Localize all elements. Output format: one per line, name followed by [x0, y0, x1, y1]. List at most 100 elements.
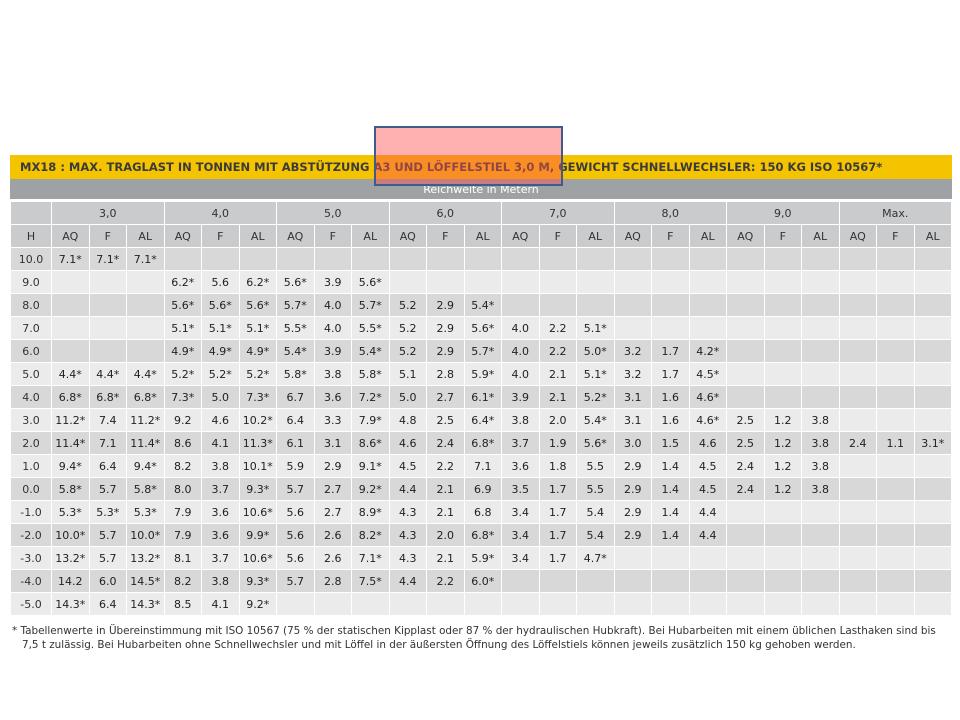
load-cell: 10.0*: [127, 524, 164, 546]
load-cell: 6.8*: [464, 432, 501, 454]
height-cell: 0.0: [11, 478, 51, 500]
load-cell: 10.6*: [239, 501, 276, 523]
load-cell: 1.2: [764, 409, 801, 431]
load-cell: 2.9: [427, 317, 464, 339]
load-cell: 2.5: [427, 409, 464, 431]
load-cell: 14.2: [52, 570, 89, 592]
table-row: 1.0 9.4* 6.4 9.4* 8.2 3.8 10.1* 5.9 2.9 9.1* 4.5 2.…: [11, 455, 951, 477]
load-cell: 1.7: [539, 547, 576, 569]
load-cell: [727, 593, 764, 615]
load-cell: [502, 593, 539, 615]
load-cell: [52, 294, 89, 316]
load-cell: [727, 248, 764, 270]
load-cell: 5.1*: [577, 363, 614, 385]
load-cell: 3.6: [202, 524, 239, 546]
load-cell: 1.4: [652, 524, 689, 546]
load-cell: 2.1: [539, 363, 576, 385]
sub-column-header: F: [877, 225, 914, 247]
load-cell: [839, 570, 876, 592]
load-cell: [839, 524, 876, 546]
load-cell: 1.5: [652, 432, 689, 454]
load-cell: 2.9: [614, 501, 651, 523]
load-cell: 5.6*: [164, 294, 201, 316]
load-cell: 2.2: [427, 455, 464, 477]
load-cell: 4.8: [389, 409, 426, 431]
load-cell: 2.2: [539, 317, 576, 339]
load-cell: [652, 271, 689, 293]
load-cell: 4.5: [389, 455, 426, 477]
table-row: -2.0 10.0* 5.7 10.0* 7.9 3.6 9.9* 5.6 2.6 8.2* 4.3…: [11, 524, 951, 546]
load-cell: [877, 340, 914, 362]
load-cell: [839, 455, 876, 477]
load-cell: [839, 593, 876, 615]
load-cell: [352, 593, 389, 615]
sub-column-header: AQ: [727, 225, 764, 247]
load-cell: 5.4*: [352, 340, 389, 362]
load-cell: [839, 294, 876, 316]
load-cell: 3.6: [502, 455, 539, 477]
load-cell: [539, 248, 576, 270]
load-cell: 1.6: [652, 409, 689, 431]
load-cell: [764, 524, 801, 546]
load-cell: 5.7: [89, 524, 126, 546]
load-cell: 10.1*: [239, 455, 276, 477]
load-cell: 5.5: [577, 455, 614, 477]
sub-column-header: AL: [239, 225, 276, 247]
load-cell: 2.5: [727, 409, 764, 431]
sub-column-header: AL: [464, 225, 501, 247]
highlight-box: [374, 126, 563, 186]
reach-group-header: 6,0: [389, 202, 501, 224]
table-row: 6.0 4.9* 4.9* 4.9* 5.4* 3.9 5.4* 5.2 2.9 5.7* 4.0 2…: [11, 340, 951, 362]
reach-group-header: 7,0: [502, 202, 614, 224]
load-cell: [877, 593, 914, 615]
load-cell: [839, 547, 876, 569]
load-cell: [652, 570, 689, 592]
load-cell: 3.5: [502, 478, 539, 500]
load-cell: [877, 271, 914, 293]
load-cell: 5.7: [277, 478, 314, 500]
load-cell: 5.6: [277, 501, 314, 523]
load-cell: [877, 524, 914, 546]
load-cell: 7.1: [464, 455, 501, 477]
load-cell: [914, 524, 951, 546]
load-cell: [314, 248, 351, 270]
load-cell: 2.9: [614, 478, 651, 500]
load-cell: [614, 294, 651, 316]
load-cell: 2.6: [314, 524, 351, 546]
load-cell: 1.7: [652, 363, 689, 385]
load-cell: [727, 501, 764, 523]
height-cell: 2.0: [11, 432, 51, 454]
load-cell: [727, 363, 764, 385]
load-cell: [689, 593, 726, 615]
load-cell: 11.2*: [127, 409, 164, 431]
load-cell: [577, 570, 614, 592]
load-cell: 4.9*: [239, 340, 276, 362]
load-cell: 4.9*: [202, 340, 239, 362]
load-cell: [727, 294, 764, 316]
load-cell: 4.4: [689, 524, 726, 546]
load-cell: 11.4*: [127, 432, 164, 454]
load-cell: 2.1: [427, 478, 464, 500]
load-cell: [764, 593, 801, 615]
load-cell: [577, 271, 614, 293]
load-cell: 4.5: [689, 478, 726, 500]
load-cell: 5.1*: [577, 317, 614, 339]
load-cell: [539, 570, 576, 592]
load-cell: [652, 593, 689, 615]
load-cell: 4.0: [314, 317, 351, 339]
load-cell: 8.2*: [352, 524, 389, 546]
sub-column-header: AL: [914, 225, 951, 247]
load-cell: [727, 386, 764, 408]
load-cell: 8.9*: [352, 501, 389, 523]
load-cell: 5.1*: [164, 317, 201, 339]
load-cell: 6.4*: [464, 409, 501, 431]
load-cell: 4.4*: [127, 363, 164, 385]
footnote: * Tabellenwerte in Übereinstimmung mit I…: [12, 624, 948, 652]
load-cell: [389, 593, 426, 615]
corner-cell: [11, 202, 51, 224]
load-cell: [764, 570, 801, 592]
load-cell: 5.9*: [464, 547, 501, 569]
load-cell: [914, 340, 951, 362]
load-cell: 5.7: [89, 547, 126, 569]
load-cell: 1.4: [652, 478, 689, 500]
